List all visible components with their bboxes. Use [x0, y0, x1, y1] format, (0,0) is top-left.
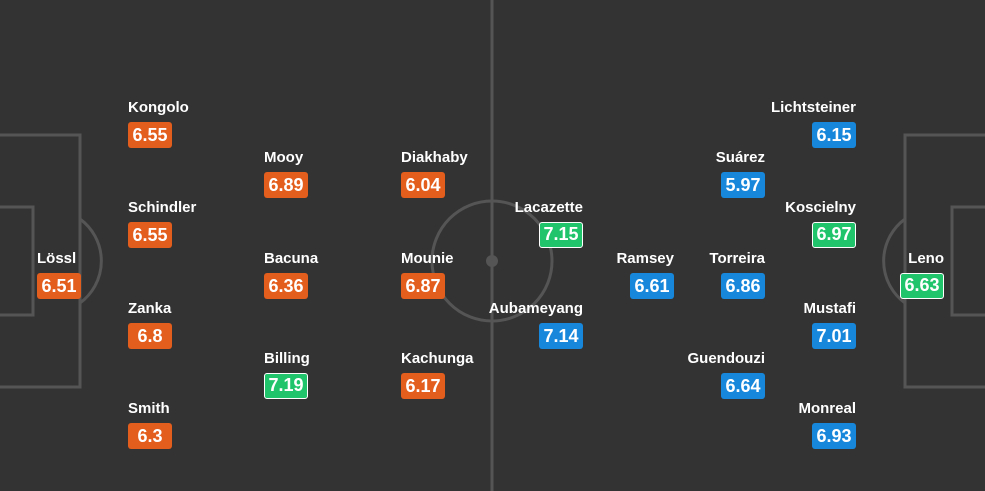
player-rating: 6.36 — [264, 273, 308, 299]
player-rating: 7.14 — [539, 323, 583, 349]
player-name: Schindler — [128, 199, 197, 216]
player-rating: 7.19 — [264, 373, 308, 399]
player-rating: 6.64 — [721, 373, 765, 399]
player-rating: 6.04 — [401, 172, 445, 198]
player-name: Billing — [264, 350, 310, 367]
player-rating: 6.55 — [128, 222, 172, 248]
player-name: Monreal — [798, 400, 856, 417]
player-name: Guendouzi — [687, 350, 766, 367]
player-rating: 6.97 — [812, 222, 856, 248]
player-name: Mooy — [264, 149, 304, 166]
player-name: Lacazette — [514, 199, 583, 216]
player-name: Mustafi — [803, 300, 857, 317]
player-rating: 6.15 — [812, 122, 856, 148]
player-rating: 7.01 — [812, 323, 856, 349]
player-name: Kachunga — [401, 350, 474, 367]
player-rating: 6.87 — [401, 273, 445, 299]
player-name: Mounie — [401, 250, 454, 267]
player-rating: 6.89 — [264, 172, 308, 198]
player-name: Smith — [128, 400, 170, 417]
player-rating: 6.55 — [128, 122, 172, 148]
player-rating: 6.51 — [37, 273, 81, 299]
player-name: Bacuna — [264, 250, 319, 267]
player-rating: 6.93 — [812, 423, 856, 449]
player-rating: 6.63 — [900, 273, 944, 299]
player-rating: 6.8 — [128, 323, 172, 349]
player-rating: 6.86 — [721, 273, 765, 299]
player-name: Zanka — [128, 300, 172, 317]
player-name: Kongolo — [128, 99, 189, 116]
player-name: Suárez — [715, 149, 765, 166]
player-name: Lössl — [37, 250, 77, 267]
player-name: Aubameyang — [488, 300, 583, 317]
player-name: Diakhaby — [401, 149, 468, 166]
player-name: Leno — [908, 250, 944, 267]
player-name: Torreira — [709, 250, 765, 267]
player-rating: 6.3 — [128, 423, 172, 449]
player-rating: 6.61 — [630, 273, 674, 299]
player-rating: 5.97 — [721, 172, 765, 198]
player-rating: 7.15 — [539, 222, 583, 248]
player-name: Ramsey — [616, 250, 674, 267]
player-rating: 6.17 — [401, 373, 445, 399]
player-name: Koscielny — [785, 199, 856, 216]
player-name: Lichtsteiner — [770, 99, 856, 116]
